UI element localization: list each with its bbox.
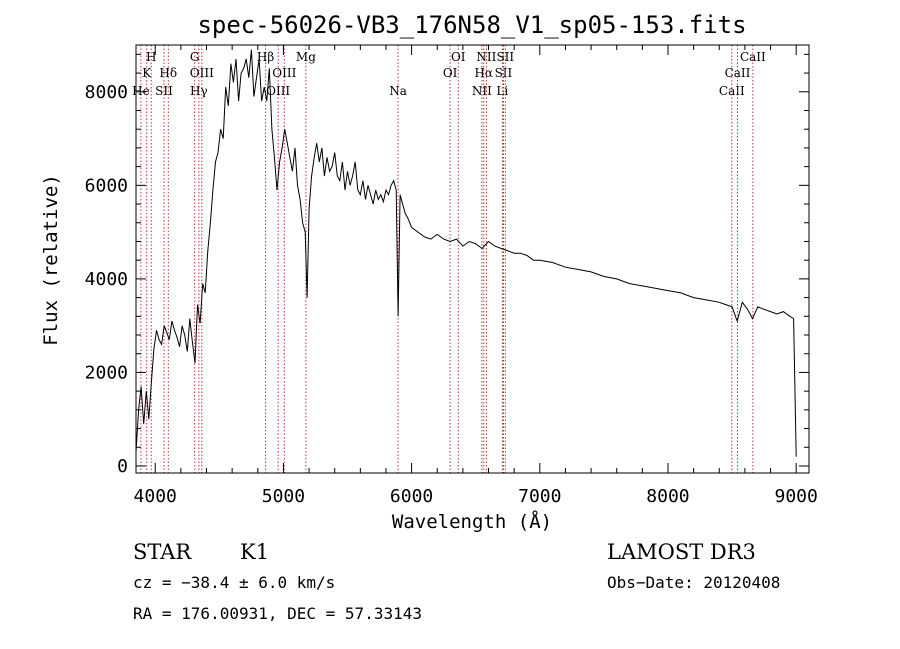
coordinates-text: RA = 176.00931, DEC = 57.33143 [133, 604, 422, 623]
spectral-line-label: NII [472, 84, 492, 98]
spectral-line-label: OIII [272, 66, 296, 80]
spectral-line-label: K [142, 66, 152, 80]
y-tick-label: 4000 [85, 269, 128, 290]
y-tick-label: 8000 [85, 82, 128, 103]
spectral-line-label: SII [155, 84, 173, 98]
spectral-line-label: Li [496, 84, 508, 98]
spectral-line-label: Na [389, 84, 407, 98]
spectral-line-label: SII [496, 50, 514, 64]
x-tick-label: 4000 [134, 486, 177, 507]
axis-ticks [136, 45, 809, 473]
x-tick-labels: 4000 5000 6000 7000 8000 9000 [134, 486, 818, 507]
obs-date-text: Obs−Date: 20120408 [607, 573, 780, 592]
spectral-line-label: OI [443, 66, 458, 80]
spectral-line-label: G [190, 50, 200, 64]
spectral-line-label: SII [495, 66, 513, 80]
y-tick-label: 0 [117, 456, 128, 477]
object-class: STAR [133, 540, 192, 564]
spectral-line-label: CaII [740, 50, 766, 64]
spectral-line-label: Hβ [257, 50, 274, 64]
object-subclass: K1 [240, 540, 269, 564]
x-tick-label: 9000 [775, 486, 818, 507]
spectral-line-label: OIII [190, 66, 214, 80]
spectrum-line [135, 49, 797, 457]
spectral-line-label: OI [451, 50, 466, 64]
spectral-line-label: CaII [719, 84, 745, 98]
x-tick-label: 5000 [262, 486, 305, 507]
y-tick-label: 6000 [85, 175, 128, 196]
survey-name: LAMOST DR3 [607, 540, 756, 564]
spectral-line-markers: HeKHSIIHδGHγOIIIHβOIIIOIIIMgNaOIOINIIHαN… [132, 45, 766, 473]
x-axis-label: Wavelength (Å) [392, 510, 552, 533]
redshift-text: cz = −38.4 ± 6.0 km/s [133, 573, 335, 592]
spectral-line-label: He [132, 84, 150, 98]
plot-frame [135, 44, 810, 474]
spectral-line-label: Hδ [159, 66, 177, 80]
y-tick-label: 2000 [85, 362, 128, 383]
spectral-line-label: H [146, 50, 156, 64]
spectral-line-label: Hγ [190, 84, 208, 98]
spectral-line-label: Hα [474, 66, 493, 80]
chart-title: spec-56026-VB3_176N58_V1_sp05-153.fits [197, 11, 746, 39]
y-axis-label: Flux (relative) [40, 174, 62, 346]
y-tick-labels: 0 2000 4000 6000 8000 [85, 82, 128, 477]
x-tick-label: 7000 [518, 486, 561, 507]
spectral-line-label: CaII [725, 66, 751, 80]
spectral-line-label: NII [476, 50, 496, 64]
spectral-line-label: Mg [296, 50, 316, 64]
x-tick-label: 6000 [390, 486, 433, 507]
x-tick-label: 8000 [646, 486, 689, 507]
